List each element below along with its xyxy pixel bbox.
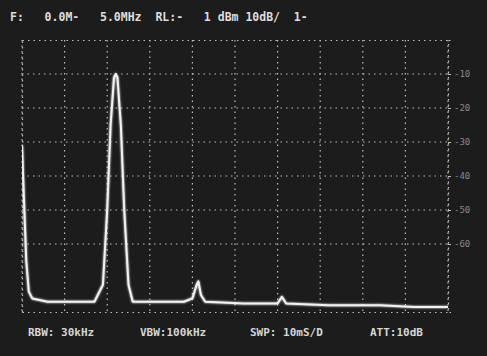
tick: -60 (448, 239, 470, 249)
axis-line (23, 40, 449, 41)
tick-mark (448, 210, 451, 211)
trace (22, 74, 448, 307)
grid-line (22, 107, 448, 108)
tick-mark (448, 244, 451, 245)
tick: -50 (448, 205, 470, 215)
tick: -30 (448, 137, 470, 147)
annotation: ATT:10dB (370, 326, 423, 339)
grid (22, 40, 448, 312)
plot-area (22, 74, 448, 307)
grid-line (22, 73, 448, 74)
tick-label: -20 (454, 103, 470, 113)
grid-line (234, 40, 235, 312)
grid-line (22, 243, 448, 244)
y-axis: -10 -20 -30 -40 -50 -60 (448, 41, 470, 313)
annotation: RBW: 30kHz (28, 326, 94, 339)
tick-mark (448, 142, 451, 143)
axis-line (23, 312, 449, 313)
tick-label: -30 (454, 137, 470, 147)
axis-line (449, 41, 452, 313)
tick-mark (448, 176, 451, 177)
chart: -10 -20 -30 -40 -50 -60 F: 0.0M- 5.0MHz RL:- 1… (0, 0, 487, 356)
tick-label: -40 (454, 171, 470, 181)
tick-mark (448, 108, 451, 109)
grid-line (405, 40, 406, 312)
grid-line (277, 40, 278, 312)
x-axis (23, 312, 449, 314)
tick-mark (448, 74, 451, 75)
tick: -20 (448, 103, 470, 113)
title: F: 0.0M- 5.0MHz RL:- 1 dBm 10dB/ 1- (10, 10, 308, 24)
tick-label: -60 (454, 239, 470, 249)
grid-line (22, 175, 448, 176)
x-axis-top (23, 40, 449, 41)
grid-line (64, 40, 65, 312)
screen (0, 0, 487, 356)
tick: -40 (448, 171, 470, 181)
tick-label: -10 (454, 69, 470, 79)
annotation: SWP: 10mS/D (250, 326, 323, 339)
tick: -10 (448, 69, 470, 79)
grid-line (22, 209, 448, 210)
grid-line (22, 141, 448, 142)
tick-label: -50 (454, 205, 470, 215)
annotation: VBW:100kHz (140, 326, 206, 339)
